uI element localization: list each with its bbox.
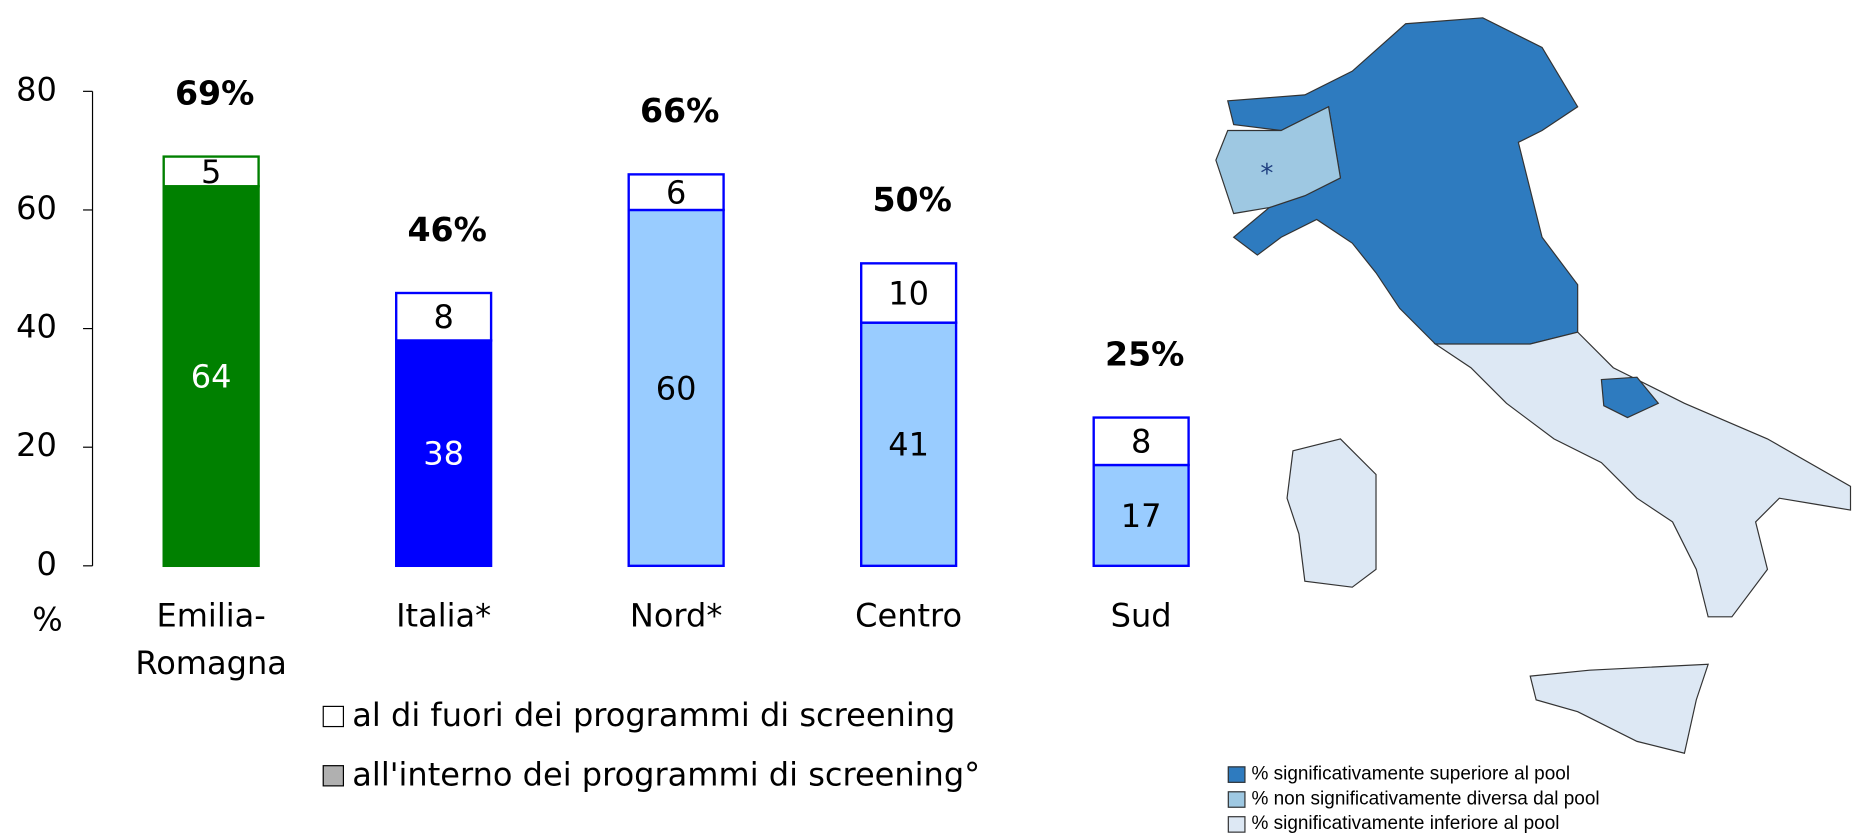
map-legend-swatch bbox=[1227, 816, 1246, 833]
map bbox=[1215, 17, 1852, 754]
map-legend-item: % non significativamente diversa dal poo… bbox=[1227, 788, 1600, 810]
x-tick-label: Nord* bbox=[629, 597, 723, 635]
bar-segment bbox=[627, 173, 725, 212]
map-legend-label: % significativamente inferiore al pool bbox=[1251, 813, 1560, 834]
map-region-molise bbox=[1600, 376, 1660, 419]
map-legend-swatch bbox=[1227, 791, 1246, 808]
map-region-piemonte bbox=[1215, 105, 1342, 215]
bar-segment bbox=[162, 155, 260, 188]
y-tick-label: 0 bbox=[37, 545, 57, 583]
y-tick-label: 20 bbox=[16, 426, 57, 464]
total-label: 25% bbox=[1105, 334, 1184, 373]
y-tick-label: 60 bbox=[16, 189, 57, 227]
x-tick-label: Emilia-Romagna bbox=[135, 597, 287, 683]
map-region-south bbox=[1433, 331, 1852, 618]
map-legend-item: % significativamente superiore al pool bbox=[1227, 763, 1571, 785]
bar-segment bbox=[395, 339, 493, 568]
x-tick-label: Sud bbox=[1110, 597, 1172, 635]
x-tick-label: Centro bbox=[855, 597, 963, 635]
legend-item: all'interno dei programmi di screening° bbox=[322, 756, 981, 794]
total-label: 66% bbox=[640, 91, 719, 130]
map-region-sardinia bbox=[1286, 438, 1377, 588]
bar-value-label: 17 bbox=[1121, 497, 1162, 535]
x-tick-label: Italia* bbox=[396, 597, 492, 635]
map-region-sicily bbox=[1529, 663, 1709, 754]
total-label: 50% bbox=[872, 180, 951, 219]
bar-value-label: 8 bbox=[1131, 423, 1151, 461]
bar-value-label: 8 bbox=[433, 298, 453, 336]
y-axis-label: % bbox=[32, 601, 62, 639]
bar-value-label: 41 bbox=[888, 426, 929, 464]
y-tick-label: 40 bbox=[16, 308, 57, 346]
bar-value-label: 6 bbox=[666, 174, 686, 212]
bar-segment bbox=[162, 185, 260, 568]
map-legend-label: % non significativamente diversa dal poo… bbox=[1251, 788, 1600, 810]
map-legend-swatch bbox=[1227, 766, 1246, 783]
bar-segment bbox=[860, 262, 958, 324]
total-label: 69% bbox=[175, 73, 254, 112]
bar-value-label: 64 bbox=[191, 357, 232, 395]
legend-item: al di fuori dei programmi di screening bbox=[322, 697, 956, 735]
bar-value-label: 10 bbox=[888, 274, 929, 312]
legend-label: all'interno dei programmi di screening° bbox=[352, 756, 981, 794]
total-label: 46% bbox=[407, 210, 486, 249]
bar-segment bbox=[627, 208, 725, 568]
y-tick-label: 80 bbox=[16, 70, 57, 108]
legend-swatch bbox=[322, 764, 345, 786]
bar-value-label: 38 bbox=[423, 435, 464, 473]
bar-value-label: 5 bbox=[201, 153, 221, 191]
bar-segment bbox=[395, 291, 493, 342]
map-legend-item: % significativamente inferiore al pool bbox=[1227, 813, 1560, 834]
bar-segment bbox=[1092, 416, 1190, 467]
map-legend-label: % significativamente superiore al pool bbox=[1251, 763, 1571, 785]
legend-swatch bbox=[322, 705, 345, 727]
map-marker: * bbox=[1260, 159, 1273, 189]
legend-label: al di fuori dei programmi di screening bbox=[352, 697, 956, 735]
bar-value-label: 60 bbox=[656, 369, 697, 407]
